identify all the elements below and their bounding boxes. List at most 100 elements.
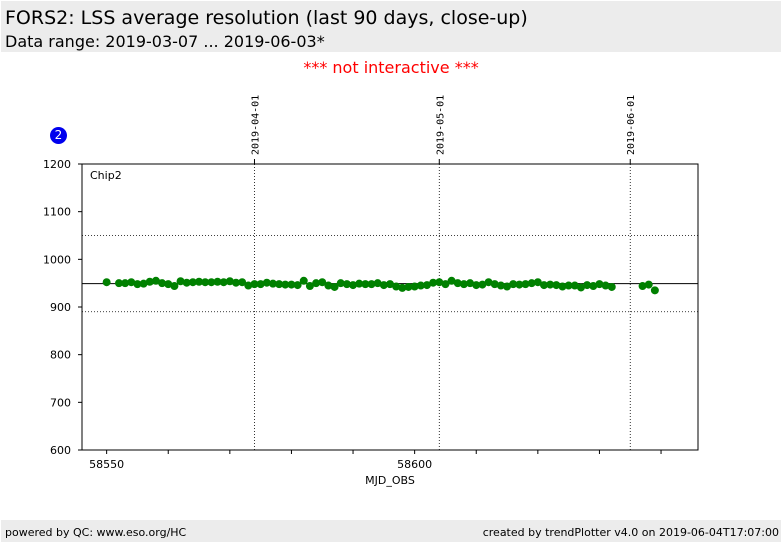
x-tick-label: 58600	[397, 458, 432, 471]
data-point	[416, 281, 425, 290]
data-point	[404, 282, 413, 291]
data-point	[589, 282, 598, 291]
chip-number-badge: 2	[50, 127, 67, 144]
data-point	[188, 278, 197, 287]
date-marker-label: 2019-06-01	[626, 95, 637, 155]
data-point	[293, 281, 302, 290]
data-point	[133, 280, 142, 289]
data-point	[219, 278, 228, 287]
data-point	[102, 278, 111, 287]
reference-lines-layer	[82, 235, 698, 313]
data-point	[552, 281, 561, 290]
data-point	[299, 276, 308, 285]
data-point	[540, 281, 548, 290]
data-point	[275, 280, 284, 289]
data-point	[527, 279, 536, 288]
data-point	[650, 286, 659, 295]
data-point	[583, 281, 592, 290]
data-point	[398, 283, 407, 292]
data-point	[238, 278, 247, 287]
data-point	[312, 279, 321, 288]
data-point	[158, 279, 167, 288]
data-point	[515, 280, 524, 289]
data-point	[262, 278, 271, 287]
data-point	[176, 277, 185, 286]
date-marker-label: 2019-05-01	[435, 95, 446, 155]
y-tick-label: 1100	[43, 206, 71, 219]
data-point	[509, 280, 518, 289]
data-point	[250, 280, 259, 289]
data-point	[638, 282, 647, 291]
footer-bar: powered by QC: www.eso.org/HC created by…	[1, 520, 781, 542]
data-point	[355, 279, 364, 288]
data-point	[195, 277, 204, 286]
data-point	[410, 282, 419, 291]
data-point	[386, 280, 394, 289]
data-point	[207, 278, 216, 287]
data-point	[466, 279, 475, 288]
data-point	[114, 279, 123, 288]
date-marker-label: 2019-04-01	[250, 95, 261, 155]
footer-created: created by trendPlotter v4.0 on 2019-06-…	[482, 526, 779, 539]
y-tick-label: 1000	[43, 253, 71, 266]
data-point	[429, 278, 438, 287]
data-point	[490, 280, 499, 289]
data-point	[121, 279, 130, 288]
data-point	[281, 280, 290, 289]
data-point	[392, 282, 401, 291]
y-tick-label: 900	[50, 301, 71, 314]
data-point	[533, 278, 542, 287]
data-point	[287, 280, 296, 289]
data-point	[139, 279, 148, 288]
footer-credit: powered by QC: www.eso.org/HC	[5, 526, 187, 539]
data-point	[127, 278, 136, 287]
header-bar: FORS2: LSS average resolution (last 90 d…	[1, 1, 781, 52]
data-point	[558, 282, 567, 291]
data-point	[521, 280, 530, 289]
data-point	[305, 282, 314, 291]
data-point	[213, 277, 222, 286]
data-point	[342, 280, 351, 289]
data-point	[472, 281, 481, 290]
data-point	[349, 281, 358, 290]
y-tick-label: 800	[50, 349, 71, 362]
data-point	[268, 279, 277, 288]
axis-layer: 2019-04-01 2019-05-01 2019-06-01 600 700 800 9…	[43, 95, 662, 471]
data-point	[607, 282, 616, 291]
data-point	[324, 281, 333, 290]
data-point	[546, 280, 555, 289]
data-point	[453, 279, 462, 288]
data-point	[564, 281, 573, 290]
y-tick-label: 700	[50, 396, 71, 409]
x-tick-label: 58550	[89, 458, 124, 471]
data-point	[256, 280, 265, 289]
y-tick-label: 600	[50, 444, 71, 457]
data-point	[422, 281, 431, 290]
data-point	[145, 277, 154, 286]
data-point	[201, 278, 210, 287]
data-point	[435, 278, 444, 287]
data-point	[170, 282, 179, 291]
data-range-subtitle: Data range: 2019-03-07 ... 2019-06-03*	[5, 32, 325, 51]
plot-frame	[81, 163, 699, 451]
data-point	[570, 281, 579, 290]
data-point	[164, 280, 173, 289]
data-point	[644, 280, 653, 289]
data-point	[459, 280, 468, 289]
y-tick-label: 1200	[43, 158, 71, 171]
data-points-layer	[102, 276, 659, 295]
panel-label: Chip2	[90, 169, 122, 182]
data-point	[330, 282, 339, 291]
data-point	[478, 280, 487, 289]
data-point	[496, 281, 505, 290]
data-point	[367, 280, 376, 289]
page-title: FORS2: LSS average resolution (last 90 d…	[5, 7, 528, 29]
data-point	[447, 276, 456, 285]
data-point	[151, 276, 160, 285]
data-point	[441, 280, 450, 289]
data-point	[379, 281, 388, 290]
data-point	[484, 278, 493, 287]
data-point	[503, 282, 512, 291]
data-point	[373, 279, 382, 288]
